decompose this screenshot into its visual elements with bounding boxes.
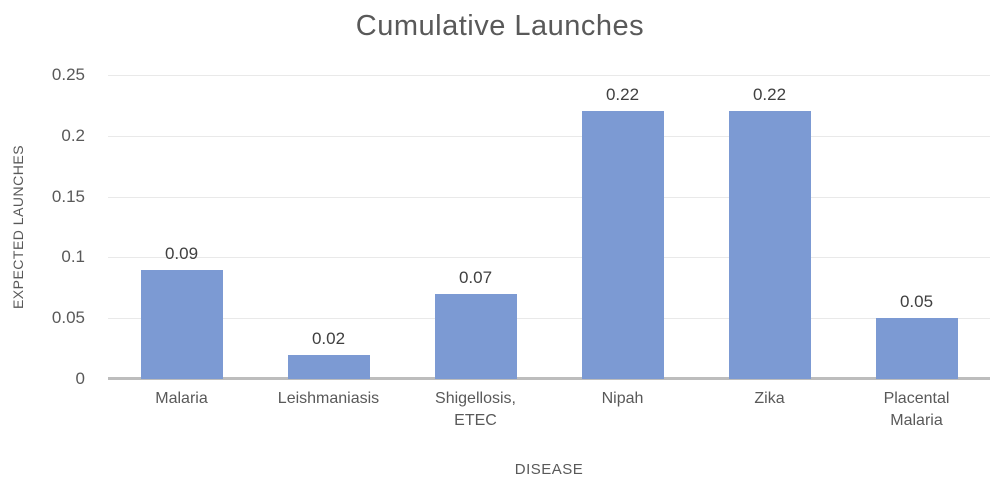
- bar-data-label: 0.05: [899, 292, 934, 312]
- x-category-label: Zika: [754, 390, 785, 407]
- bar-data-label: 0.09: [164, 243, 199, 263]
- x-category-label: Shigellosis, ETEC: [435, 390, 516, 430]
- bar: [728, 111, 811, 379]
- y-tick-label: 0.25: [51, 65, 85, 84]
- y-tick-label: 0.05: [51, 308, 85, 328]
- bar: [287, 354, 370, 379]
- x-category-label: Leishmaniasis: [277, 390, 380, 407]
- y-tick-label: 0.2: [61, 125, 85, 145]
- bar: [434, 293, 517, 379]
- gridline: [108, 196, 990, 198]
- x-axis-title: DISEASE: [514, 461, 584, 478]
- x-axis-line: [108, 377, 990, 380]
- plot-area: 0.09 0.02 0.07 0.22 0.22 0.05: [108, 75, 990, 380]
- bar-data-label: 0.07: [458, 267, 493, 287]
- x-category-label: Nipah: [601, 390, 644, 407]
- gridline: [108, 75, 990, 76]
- gridline: [108, 318, 990, 320]
- y-axis-tick-labels: 0 0.05 0.1 0.15 0.2 0.25: [0, 65, 88, 388]
- gridline: [108, 135, 990, 137]
- bar: [581, 111, 664, 379]
- bar: [875, 318, 958, 379]
- y-tick-label: 0.15: [51, 186, 85, 206]
- bar: [140, 269, 223, 379]
- x-category-label: Placental Malaria: [883, 390, 950, 430]
- bar-data-label: 0.22: [605, 85, 640, 105]
- bar-data-label: 0.22: [752, 85, 787, 105]
- x-category-label: Malaria: [155, 390, 208, 407]
- y-tick-label: 0.1: [61, 247, 85, 267]
- bar-data-label: 0.02: [311, 328, 346, 348]
- x-axis-category-labels: Malaria Leishmaniasis Shigellosis, ETEC Nip…: [0, 388, 1000, 448]
- y-tick-label: 0: [75, 369, 85, 388]
- chart-title: Cumulative Launches: [355, 10, 645, 42]
- gridline: [108, 257, 990, 259]
